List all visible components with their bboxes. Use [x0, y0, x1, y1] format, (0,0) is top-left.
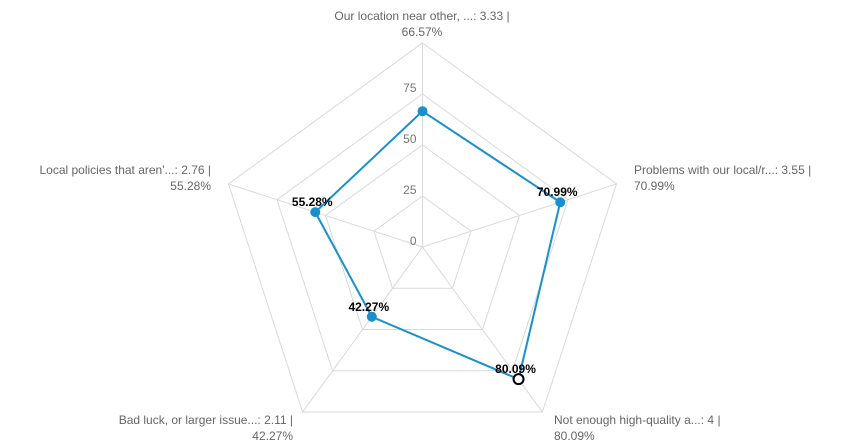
grid-spoke-4 [228, 183, 423, 248]
series-line [314, 109, 562, 381]
radial-tick-label: 25 [403, 183, 417, 197]
radial-tick-label: 50 [403, 132, 417, 146]
category-label: 70.99% [634, 179, 675, 193]
grid-ring-0 [373, 195, 472, 289]
category-label: Problems with our local/r...: 3.55 | [634, 163, 811, 177]
data-label: 80.09% [495, 362, 536, 376]
category-label: Our location near other, ...: 3.33 | [334, 9, 509, 23]
category-label: 80.09% [554, 429, 595, 443]
grid-ring-2 [276, 93, 569, 372]
category-label: Local policies that aren'...: 2.76 | [39, 163, 211, 177]
data-point [366, 311, 377, 322]
radial-tick-label: 75 [403, 81, 417, 95]
data-label: 55.28% [292, 195, 333, 209]
category-label: 42.27% [252, 429, 293, 443]
grid-spoke-1 [422, 183, 617, 248]
data-label: 42.27% [348, 300, 389, 314]
category-label: 66.57% [402, 25, 443, 39]
data-point [555, 197, 566, 208]
data-point [417, 106, 428, 117]
radial-tick-label: 0 [410, 234, 417, 248]
data-point [310, 207, 321, 218]
category-label: 55.28% [170, 179, 211, 193]
grid-spoke-2 [422, 246, 543, 413]
category-label: Not enough high-quality a...: 4 | [554, 413, 721, 427]
grid-ring-3 [227, 42, 618, 413]
data-label: 70.99% [537, 185, 578, 199]
data-point-highlighted [512, 373, 525, 386]
category-label: Bad luck, or larger issue...: 2.11 | [119, 413, 293, 427]
grid-spoke-3 [302, 246, 423, 413]
grid-ring-1 [324, 144, 521, 331]
